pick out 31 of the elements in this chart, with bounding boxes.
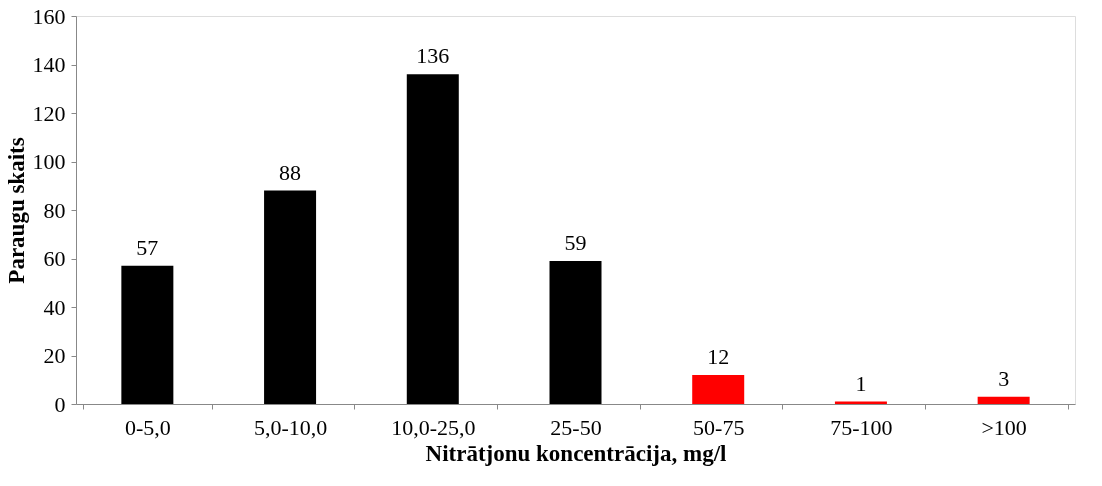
data-label: 88 [279,159,302,185]
data-label: 136 [416,43,450,69]
bar [264,190,317,404]
x-tick-label: 50-75 [693,414,745,440]
y-tick-label: 60 [43,246,66,271]
data-label: 3 [998,365,1010,391]
y-tick-label: 80 [43,197,66,223]
data-label: 1 [855,370,867,396]
data-label: 57 [136,234,159,260]
data-label: 12 [707,343,730,369]
y-tick-label: 100 [32,149,66,174]
bar [692,374,745,404]
y-axis-title: Paraugu skaits [3,137,29,284]
x-tick-label: 0-5,0 [124,414,171,440]
bar [121,265,174,404]
bar [406,74,459,404]
x-tick-label: 75-100 [830,414,893,440]
x-tick-label: 25-50 [550,414,602,440]
y-tick-label: 20 [43,343,66,368]
y-tick-label: 140 [32,52,66,77]
y-tick-label: 40 [43,294,66,320]
x-tick-label: 5,0-10,0 [253,414,328,440]
x-axis-title: Nitrātjonu koncentrācija, mg/l [425,440,727,466]
y-tick-label: 120 [32,100,66,126]
x-tick-label: 10,0-25,0 [391,414,476,440]
x-tick-label: >100 [981,414,1027,440]
data-label: 59 [564,229,587,255]
bar [549,260,602,404]
y-tick-label: 160 [32,3,66,29]
bar [977,396,1030,404]
y-tick-label: 0 [54,391,66,417]
